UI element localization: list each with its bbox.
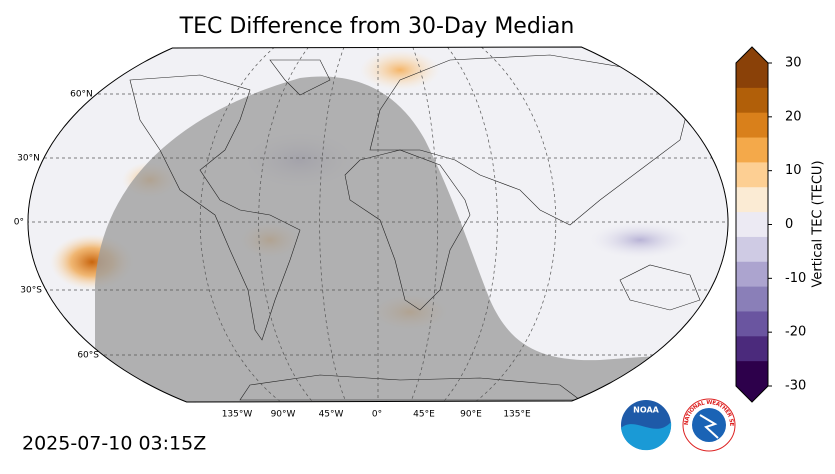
lat-label: 60°N [70, 90, 93, 100]
meridian [258, 47, 313, 402]
colorbar-step [736, 63, 768, 89]
colorbar-tick-label: 20 [785, 109, 802, 124]
lat-label: 0° [14, 218, 24, 228]
meridian [319, 47, 346, 402]
colorbar-extend-top [736, 47, 768, 63]
lon-label: 135°E [503, 410, 531, 420]
lon-label: 0° [372, 410, 382, 420]
colorbar-tick-label: -20 [785, 325, 806, 340]
title: TEC Difference from 30-Day Median [179, 14, 575, 39]
meridian [199, 47, 280, 402]
colorbar-step [736, 212, 768, 238]
colorbar-tick-label: -30 [785, 379, 806, 394]
colorbar-step [736, 187, 768, 213]
colorbar-step [736, 311, 768, 337]
map-border [27, 46, 729, 403]
lon-label: 90°E [460, 410, 482, 420]
colorbar-label: Vertical TEC (TECU) [811, 160, 826, 287]
colorbar-step [736, 236, 768, 263]
anomaly [590, 222, 690, 258]
colorbar-tick-label: 10 [785, 163, 802, 178]
colorbar-step [736, 286, 768, 312]
noaa-text: NOAA [633, 406, 659, 415]
colorbar-extend-bottom [736, 386, 768, 402]
lat-label: 30°N [17, 154, 40, 164]
night-shade [95, 76, 728, 402]
colorbar-tick-label: -10 [785, 271, 806, 286]
colorbar-step [736, 336, 768, 362]
meridian [410, 47, 439, 402]
map [28, 47, 728, 402]
lat-label: 60°S [77, 351, 99, 361]
colorbar-step [736, 112, 768, 139]
coastlines [129, 54, 701, 401]
colorbar-step [736, 162, 768, 188]
colorbar-step [736, 261, 768, 288]
colorbar-tick-label: 0 [785, 217, 793, 232]
lat-label: 30°S [20, 286, 42, 296]
meridian [476, 47, 557, 402]
lon-label: 135°W [222, 410, 253, 420]
lon-label: 45°W [319, 410, 344, 420]
meridian [443, 47, 498, 402]
anomaly [360, 50, 440, 90]
colorbar-step [736, 361, 768, 387]
colorbar-tick-label: 30 [785, 56, 802, 71]
lon-label: 90°W [271, 410, 296, 420]
colorbar-step [736, 137, 768, 163]
colorbar-step [736, 87, 768, 114]
noaa-logo: NOAA [621, 400, 672, 451]
lon-label: 45°E [413, 410, 435, 420]
timestamp: 2025-07-10 03:15Z [22, 433, 206, 455]
